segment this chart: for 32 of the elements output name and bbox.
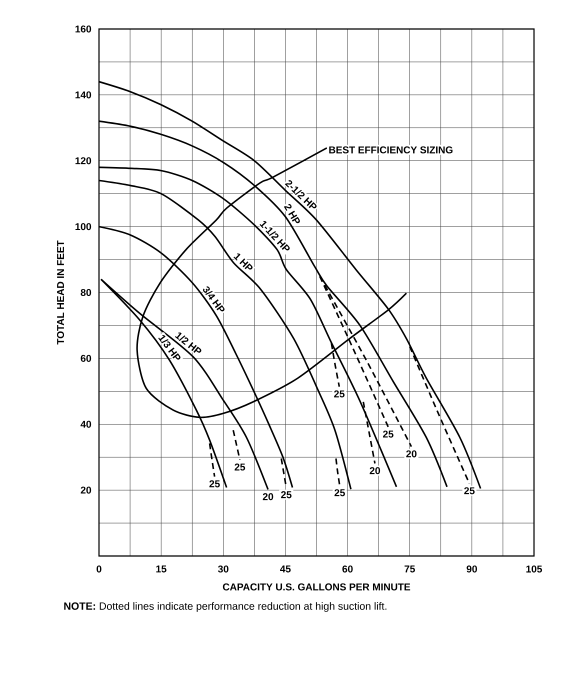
annotation: 25 <box>209 480 220 488</box>
annotation: 20 <box>262 493 274 500</box>
y-tick-label: 120 <box>76 157 92 164</box>
x-tick-label: 60 <box>342 566 353 573</box>
text: 1 HP <box>233 253 253 270</box>
y-tick-label: 140 <box>76 91 92 98</box>
y-tick-label: 20 <box>80 486 92 494</box>
text: 3/4 HP <box>202 286 225 312</box>
annotation: 20 <box>370 467 380 474</box>
x-tick-label: 90 <box>466 566 477 573</box>
x-tick-label: 75 <box>404 565 415 572</box>
annotation: 20 <box>406 450 417 458</box>
x-tick-label: 45 <box>280 565 291 572</box>
annotation: 25 <box>334 489 345 496</box>
y-tick-label: 80 <box>80 288 92 296</box>
y-tick-label: 160 <box>76 25 92 33</box>
x-axis-title: CAPACITY U.S. GALLONS PER MINUTE <box>222 583 410 590</box>
x-tick-label: 30 <box>218 566 228 573</box>
y-tick-label: 100 <box>76 223 92 230</box>
annotation: 25 <box>464 487 475 494</box>
x-tick-label: 105 <box>526 566 542 573</box>
annotation: 25 <box>382 430 394 438</box>
annotation: 25 <box>234 464 246 471</box>
x-tick-label: 15 <box>156 565 166 572</box>
y-tick-label: 40 <box>80 420 92 428</box>
annotation: 25 <box>334 390 345 398</box>
annotation: 25 <box>281 491 292 498</box>
x-tick-label: 0 <box>96 566 102 573</box>
text: NOTE: Dotted lines indicate performance reduction at high suction lift. <box>64 602 386 612</box>
annotation: BEST EFFICIENCY SIZING <box>329 146 452 154</box>
y-axis-title: TOTAL HEAD IN FEET <box>56 240 64 345</box>
y-tick-label: 60 <box>80 354 92 362</box>
